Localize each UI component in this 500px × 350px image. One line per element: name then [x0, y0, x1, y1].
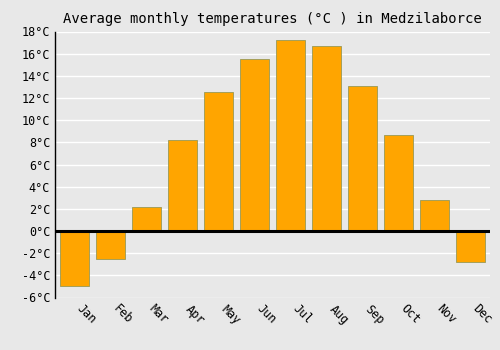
Bar	[312, 46, 341, 231]
Bar	[348, 86, 377, 231]
Bar	[60, 231, 89, 286]
Bar	[384, 135, 412, 231]
Bar	[96, 231, 125, 259]
Bar	[456, 231, 484, 262]
Bar	[420, 200, 448, 231]
Bar	[168, 140, 197, 231]
Bar	[132, 206, 161, 231]
Bar	[276, 40, 305, 231]
Title: Average monthly temperatures (°C ) in Medzilaborce: Average monthly temperatures (°C ) in Me…	[63, 12, 482, 26]
Bar	[204, 92, 233, 231]
Bar	[240, 59, 269, 231]
